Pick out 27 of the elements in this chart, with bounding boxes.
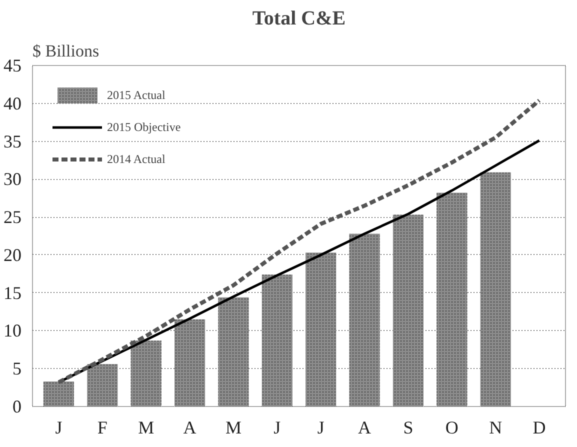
x-tick-label: A xyxy=(358,418,372,438)
x-tick-label: M xyxy=(225,418,242,438)
x-tick-label: S xyxy=(403,418,414,438)
x-tick-label: J xyxy=(55,418,62,438)
y-tick-label: 20 xyxy=(4,244,22,265)
x-tick-label: F xyxy=(97,418,108,438)
x-tick-label: A xyxy=(183,418,196,438)
y-tick-label: 35 xyxy=(4,131,22,152)
x-tick-label: J xyxy=(274,418,281,438)
chart-title: Total C&E xyxy=(252,8,346,30)
x-tick-label: D xyxy=(532,418,546,438)
y-tick-label: 5 xyxy=(12,358,22,379)
y-tick-label: 45 xyxy=(4,56,22,76)
y-tick-label: 25 xyxy=(4,207,22,228)
y-tick-label: 10 xyxy=(4,320,22,341)
y-axis-title: $ Billions xyxy=(32,42,100,60)
legend-label: 2015 Objective xyxy=(107,120,181,134)
legend-label: 2014 Actual xyxy=(107,152,166,166)
y-tick-label: 0 xyxy=(12,396,22,416)
legend-label: 2015 Actual xyxy=(107,88,166,102)
x-tick-label: O xyxy=(445,418,458,438)
y-tick-label: 40 xyxy=(4,93,22,114)
x-tick-label: J xyxy=(317,418,324,438)
y-tick-label: 30 xyxy=(4,169,22,190)
x-tick-label: N xyxy=(489,418,502,438)
y-tick-label: 15 xyxy=(4,282,22,303)
x-tick-label: M xyxy=(138,418,154,438)
